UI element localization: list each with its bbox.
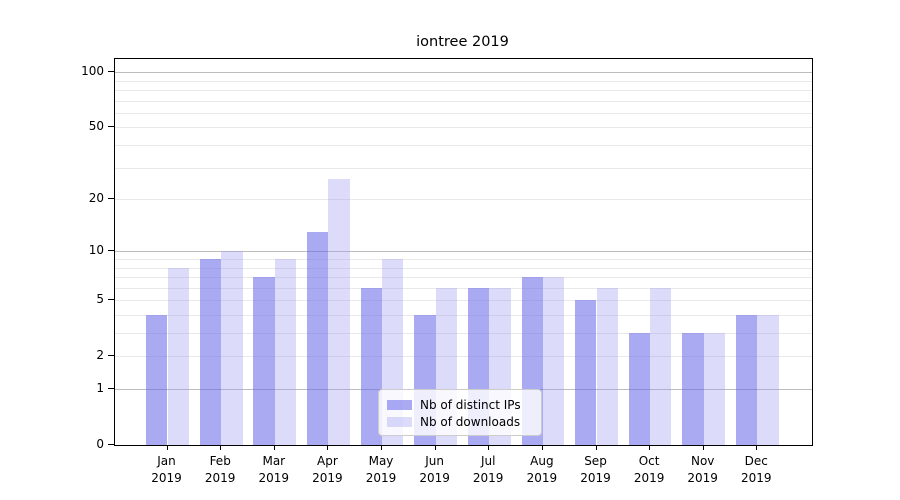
bar-distinct-ips-dec	[735, 315, 758, 445]
grid-line-minor	[115, 315, 812, 316]
legend-swatch-downloads	[387, 416, 412, 427]
x-tick-mark	[327, 445, 329, 450]
bar-downloads-dec	[757, 315, 779, 445]
y-tick-mark	[108, 250, 114, 252]
legend-swatch-distinct-ips	[387, 399, 412, 410]
bar-distinct-ips-oct	[628, 333, 651, 445]
x-tick-mark	[488, 445, 490, 450]
legend-item-distinct-ips: Nb of distinct IPs	[387, 396, 533, 413]
y-tick-label: 0	[96, 436, 104, 451]
x-tick-mark	[649, 445, 651, 450]
y-tick-mark	[108, 126, 114, 128]
grid-line-major	[115, 251, 812, 253]
bar-downloads-jan	[167, 267, 189, 445]
grid-line-minor	[115, 113, 812, 114]
grid-line-minor	[115, 167, 812, 169]
y-tick-mark	[108, 388, 114, 389]
grid-line-minor	[115, 287, 812, 289]
bar-distinct-ips-feb	[199, 259, 222, 445]
bar-downloads-apr	[328, 178, 350, 445]
x-tick-label: May 2019	[365, 454, 397, 485]
grid-line-minor	[115, 333, 812, 334]
x-tick-mark	[166, 445, 168, 450]
bar-distinct-ips-sep	[575, 300, 597, 445]
y-tick-mark	[108, 299, 114, 301]
bar-downloads-feb	[221, 251, 243, 445]
x-tick-mark	[273, 445, 275, 450]
x-tick-mark	[756, 445, 758, 450]
x-tick-mark	[541, 445, 543, 450]
grid-line-minor	[115, 259, 812, 260]
x-tick-label: Sep 2019	[580, 454, 611, 485]
x-tick-label: Dec 2019	[741, 454, 772, 485]
y-tick-label: 20	[88, 190, 104, 205]
x-tick-mark	[434, 445, 436, 450]
plot-area: Nb of distinct IPs Nb of downloads	[114, 58, 813, 446]
x-tick-mark	[702, 445, 704, 450]
x-tick-mark	[595, 445, 597, 450]
bar-distinct-ips-may	[360, 287, 382, 445]
x-tick-label: Jul 2019	[472, 454, 504, 485]
x-tick-label: Apr 2019	[312, 454, 343, 485]
y-tick-label: 100	[81, 63, 104, 78]
grid-line-minor	[115, 199, 812, 201]
bar-downloads-aug	[542, 277, 565, 445]
grid-line-minor	[115, 277, 812, 278]
y-tick-label: 10	[88, 242, 104, 257]
legend-label-distinct-ips: Nb of distinct IPs	[420, 397, 521, 412]
bar-distinct-ips-nov	[682, 333, 704, 445]
grid-line-minor	[115, 80, 812, 82]
bar-downloads-sep	[596, 287, 618, 445]
y-tick-mark	[108, 444, 114, 445]
x-tick-label: Mar 2019	[258, 454, 290, 485]
grid-line-minor	[115, 145, 812, 147]
grid-line-minor	[115, 300, 812, 302]
bar-downloads-oct	[650, 287, 672, 445]
x-tick-label: Jan 2019	[151, 454, 182, 485]
y-tick-label: 50	[88, 118, 104, 133]
y-tick-mark	[108, 355, 114, 357]
grid-line-minor	[115, 267, 812, 269]
x-tick-mark	[220, 445, 222, 450]
grid-line-minor	[115, 356, 812, 358]
chart-title: iontree 2019	[416, 34, 509, 50]
bar-downloads-mar	[274, 259, 297, 445]
x-tick-mark	[381, 445, 382, 450]
y-tick-label: 5	[96, 291, 104, 306]
x-tick-label: Aug 2019	[526, 454, 558, 485]
y-tick-label: 2	[96, 347, 104, 362]
grid-line-minor	[115, 127, 812, 129]
x-tick-label: Oct 2019	[633, 454, 665, 485]
legend-label-downloads: Nb of downloads	[420, 414, 521, 429]
y-tick-mark	[108, 198, 114, 200]
bar-downloads-nov	[703, 333, 726, 445]
grid-line-minor	[115, 90, 812, 92]
grid-line-minor	[115, 100, 812, 102]
bar-distinct-ips-mar	[253, 277, 275, 445]
bar-distinct-ips-apr	[307, 231, 329, 445]
x-tick-label: Jun 2019	[419, 454, 450, 485]
bar-distinct-ips-jan	[146, 315, 168, 445]
grid-line-major	[115, 72, 812, 74]
y-tick-mark	[108, 71, 114, 73]
x-tick-label: Feb 2019	[204, 454, 236, 485]
y-tick-label: 1	[96, 380, 104, 395]
legend: Nb of distinct IPs Nb of downloads	[378, 389, 542, 436]
legend-item-downloads: Nb of downloads	[387, 413, 533, 430]
x-tick-label: Nov 2019	[687, 454, 718, 485]
